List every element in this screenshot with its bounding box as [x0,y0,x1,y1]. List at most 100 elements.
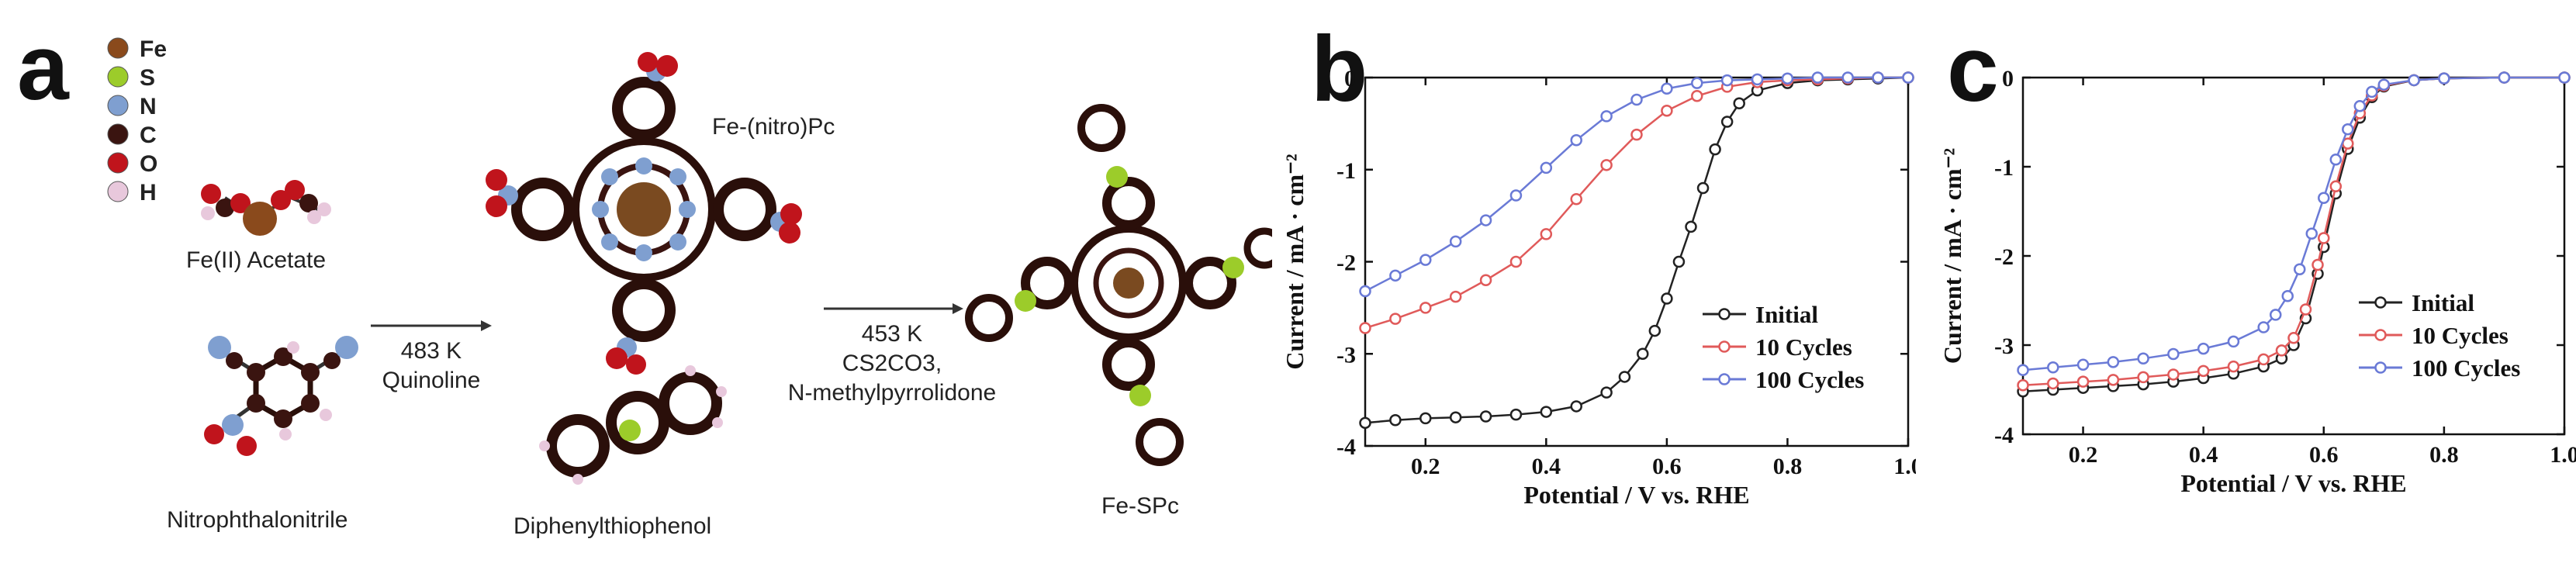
legend-label: 10 Cycles [1755,333,1852,361]
legend-o-sphere [107,152,129,174]
nitrophthalonitrile-molecule [204,336,358,456]
data-point [1691,77,1703,89]
data-point [2438,72,2450,85]
data-point [2047,361,2059,374]
fe-acetate-label: Fe(II) Acetate [186,247,326,273]
fe-acetate-molecule [201,180,331,236]
data-point [1419,302,1432,314]
data-point [1509,255,1523,268]
data-point [1419,254,1432,266]
data-point [2294,263,2306,275]
data-point [2299,303,2312,316]
fe-spc-molecule [965,104,1272,466]
legend-label: 100 Cycles [2412,354,2520,382]
data-point [1781,72,1794,85]
data-point [1720,74,1734,87]
y-tick-label: -3 [1994,333,2014,359]
data-point [2137,371,2149,384]
data-point [2311,258,2324,271]
data-point [1359,322,1371,334]
legend-s-sphere [107,66,129,88]
fe-spc-label: Fe-SPc [1101,493,1179,519]
data-point [1540,406,1553,418]
x-tick-label: 0.4 [1532,454,1561,479]
data-point [1600,159,1613,171]
data-point [2269,309,2282,321]
nitrophthalonitrile-label: Nitrophthalonitrile [167,507,348,533]
x-tick-label: 0.6 [1652,454,1682,479]
data-point [2318,192,2330,204]
data-point [1733,97,1745,109]
legend-marker [1718,340,1731,353]
x-axis-title: Potential / V vs. RHE [1523,481,1749,509]
data-point [1685,220,1697,233]
step1-temperature: 483 K [401,338,462,364]
data-point [1648,324,1661,337]
data-point [1661,292,1673,305]
data-point [2167,347,2180,361]
data-point [1419,412,1432,425]
legend-label: 100 Cycles [1755,366,1864,393]
y-tick-label: -1 [1336,158,1356,184]
data-point [2287,332,2300,344]
data-point [1661,105,1673,117]
step1-reagent: Quinoline [382,368,481,393]
legend-c-sphere [107,123,129,145]
legend-label: 10 Cycles [2412,322,2509,349]
arrow-head-2 [953,303,963,314]
x-tick-label: 0.2 [1411,454,1440,479]
data-point [2329,154,2343,166]
data-point [1751,73,1764,86]
data-point [1696,181,1710,195]
x-tick-label: 0.8 [2429,442,2459,468]
chart-c: c 0 -1 -2 -3 -4 0.2 0.4 0.6 0.8 1.0 Potential / V … [1938,17,2576,497]
data-point [2329,180,2343,193]
legend-marker [2374,361,2387,374]
data-point [2353,100,2367,112]
chart-b: b 0 -1 -2 -3 -4 0.2 0.4 0.6 0.8 1.0 Potential / V … [1281,17,1916,509]
legend-n-sphere [107,95,129,116]
data-point [1479,410,1492,423]
data-point [1570,134,1582,147]
data-point [2227,335,2240,348]
data-point [1449,235,1462,248]
data-point [1630,128,1643,141]
legend-s-symbol: S [140,65,155,91]
data-point [2017,379,2029,392]
data-point [1872,71,1884,84]
data-point [1672,255,1686,268]
data-point [2281,290,2294,302]
y-tick-label: -4 [1994,423,2014,448]
y-axis-title: Current / mA · cm⁻² [1281,154,1309,369]
data-point [2366,85,2378,98]
data-point [2197,364,2210,378]
legend-h-symbol: H [140,180,157,206]
data-point [1709,143,1721,156]
legend-fe-symbol: Fe [140,36,167,62]
data-point [1479,214,1492,226]
data-point [1600,386,1613,399]
x-tick-label: 0.6 [2309,442,2339,468]
data-point [2305,227,2318,240]
data-point [1359,285,1371,298]
legend-marker [2374,296,2387,309]
x-tick-label: 0.4 [2189,442,2218,468]
legend-n-symbol: N [140,94,157,119]
data-point [2047,377,2059,390]
data-point [1570,193,1582,206]
data-point [2107,356,2120,368]
data-point [2377,78,2391,91]
data-point [1618,371,1631,383]
data-point [2498,71,2511,84]
data-point [1389,414,1402,427]
series-line-1 [1364,76,1908,330]
y-tick-label: -4 [1336,434,1356,460]
data-point [2408,74,2420,87]
legend-c-symbol: C [140,123,157,148]
data-point [1630,93,1643,106]
data-point [2257,353,2270,366]
step2-reagent: CS2CO3, [842,351,942,376]
data-point [1661,82,1673,95]
legend-fe-sphere [107,37,129,59]
data-point [2342,123,2354,136]
